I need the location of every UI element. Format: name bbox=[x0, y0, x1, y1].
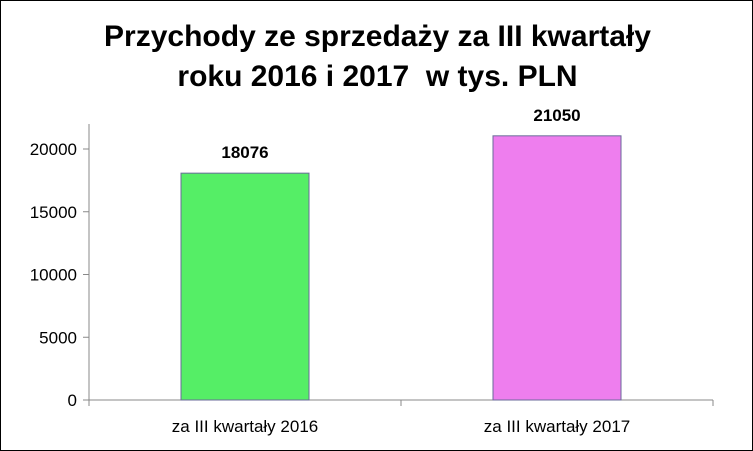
chart-title-line-2: roku 2016 i 2017 w tys. PLN bbox=[177, 60, 578, 93]
y-tick-label: 10000 bbox=[30, 266, 77, 285]
y-tick-label: 5000 bbox=[39, 328, 77, 347]
bar bbox=[180, 172, 310, 401]
y-tick-label: 20000 bbox=[30, 140, 77, 159]
y-tick-label: 15000 bbox=[30, 203, 77, 222]
x-category-label: za III kwartały 2017 bbox=[484, 417, 630, 436]
data-label: 21050 bbox=[533, 106, 580, 125]
bar bbox=[492, 135, 622, 401]
chart-title: Przychody ze sprzedaży za III kwartały r… bbox=[1, 17, 752, 97]
chart-title-line-1: Przychody ze sprzedaży za III kwartały bbox=[104, 20, 651, 53]
x-category-label: za III kwartały 2016 bbox=[172, 417, 318, 436]
y-tick-label: 0 bbox=[68, 391, 77, 410]
data-label: 18076 bbox=[221, 143, 268, 162]
